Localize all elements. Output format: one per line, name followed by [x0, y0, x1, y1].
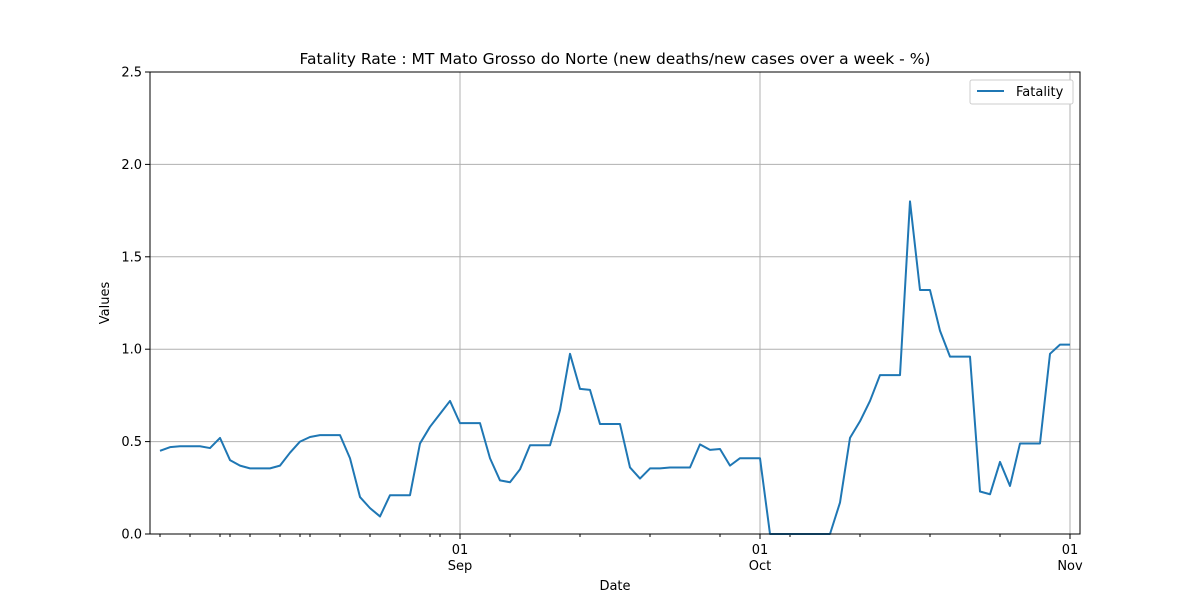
plot-frame [149, 71, 1081, 535]
y-tick-label: 1.0 [121, 343, 142, 358]
x-tick-label-month: Oct [749, 559, 771, 574]
legend: Fatality [969, 79, 1074, 105]
y-tick-label: 1.5 [121, 250, 142, 265]
x-tick-label-day: 01 [1062, 543, 1079, 558]
x-tick-label-day: 01 [752, 543, 769, 558]
chart-title: Fatality Rate : MT Mato Grosso do Norte … [300, 50, 931, 68]
y-tick-label: 2.5 [121, 66, 142, 81]
series-line-fatality [159, 200, 1070, 535]
legend-box [969, 79, 1074, 105]
y-tick-label: 2.0 [121, 158, 142, 173]
legend-label-fatality: Fatality [1016, 85, 1064, 100]
x-tick-label-month: Sep [448, 559, 473, 574]
y-tick-label: 0.0 [121, 528, 142, 543]
x-tick-label-day: 01 [452, 543, 469, 558]
x-tick-label-month: Nov [1057, 559, 1083, 574]
series-layer [159, 200, 1070, 535]
y-tick-label: 0.5 [121, 435, 142, 450]
y-axis-label: Values [98, 282, 113, 325]
x-axis-label: Date [599, 579, 630, 594]
y-axis-ticks: 0.0 0.5 1.0 1.5 2.0 2.5 [121, 66, 150, 543]
